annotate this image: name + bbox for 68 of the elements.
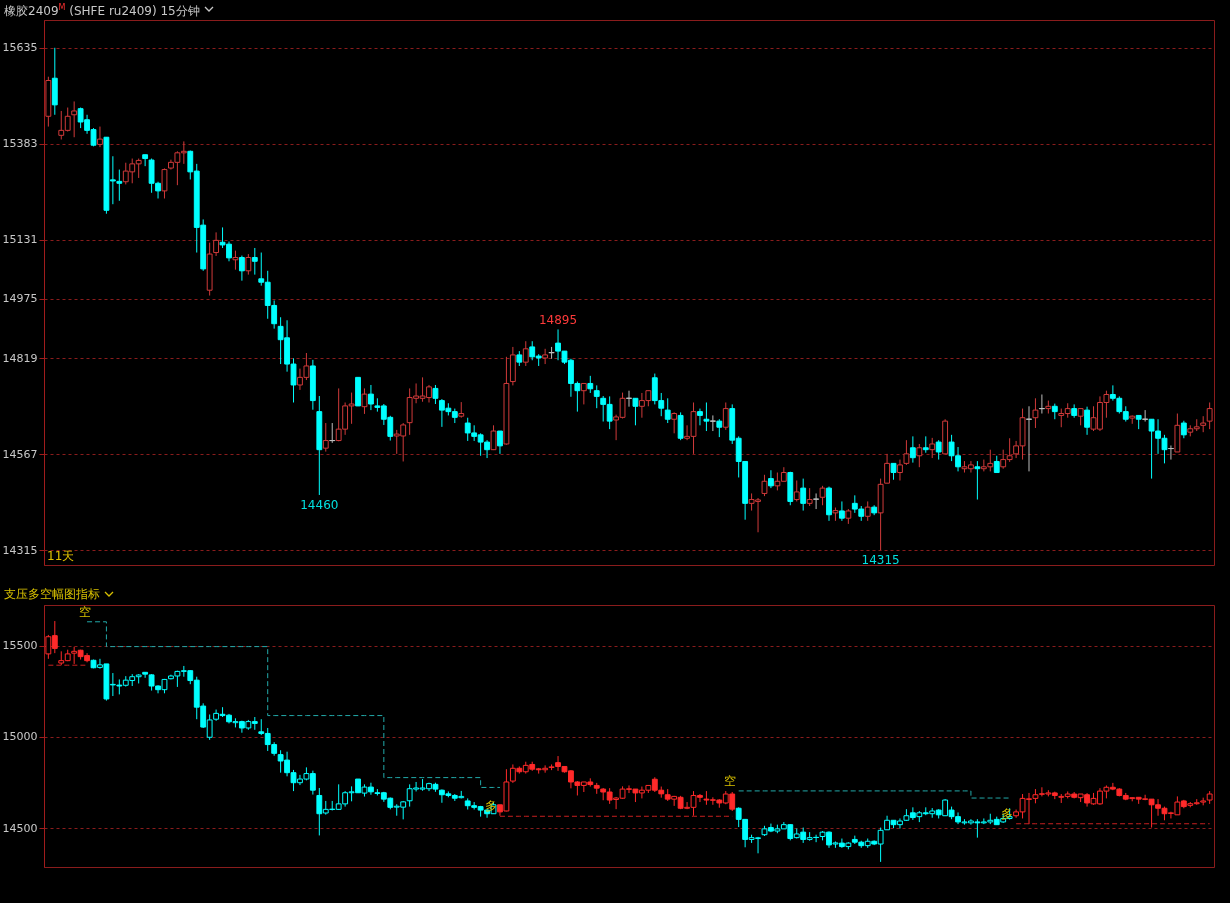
y-tick-label: 14500 bbox=[2, 821, 38, 835]
y-tick-label: 14975 bbox=[2, 292, 38, 306]
annotation: 11天 bbox=[47, 549, 75, 563]
candlestick bbox=[232, 250, 239, 271]
candlestick bbox=[593, 384, 600, 409]
y-tick-label: 15000 bbox=[2, 730, 38, 744]
candlestick bbox=[161, 167, 168, 199]
candlestick bbox=[245, 253, 252, 276]
candlestick bbox=[71, 100, 78, 138]
candlestick bbox=[1142, 409, 1149, 423]
chart-title: 支压多空幅图指标 bbox=[4, 586, 100, 603]
candlestick bbox=[329, 422, 336, 444]
candlestick bbox=[548, 346, 555, 360]
annotation: 14460 bbox=[300, 497, 339, 512]
candlestick bbox=[916, 443, 923, 468]
candlestick bbox=[929, 437, 936, 459]
candlestick bbox=[322, 422, 329, 453]
candlestick bbox=[838, 500, 845, 522]
y-tick-label: 14315 bbox=[2, 543, 38, 557]
data-label: 空 bbox=[723, 773, 736, 788]
candlestick bbox=[490, 424, 497, 451]
candlestick bbox=[697, 408, 703, 426]
candlestick bbox=[709, 414, 716, 432]
y-tick-label: 15383 bbox=[2, 137, 38, 151]
candlestick bbox=[768, 469, 774, 489]
candlestick bbox=[97, 126, 103, 148]
y-tick-label: 15635 bbox=[2, 41, 38, 55]
candlestick bbox=[1206, 401, 1213, 430]
candlestick bbox=[251, 247, 258, 276]
candlestick bbox=[761, 474, 768, 497]
y-tick-label: 15131 bbox=[2, 233, 38, 247]
candlestick bbox=[580, 382, 587, 405]
candlestick bbox=[974, 460, 981, 501]
candlestick bbox=[142, 154, 149, 167]
candlestick bbox=[497, 430, 503, 455]
candlestick bbox=[626, 390, 632, 408]
candlestick bbox=[664, 397, 671, 424]
y-tick-label: 15500 bbox=[2, 639, 38, 653]
annotation: 14315 bbox=[861, 553, 900, 568]
candlestick bbox=[819, 485, 826, 506]
y-tick-label: 14567 bbox=[2, 447, 38, 461]
candlestick bbox=[800, 478, 807, 512]
candlestick bbox=[213, 231, 220, 257]
data-label: 空 bbox=[78, 604, 91, 619]
candlestick bbox=[703, 401, 710, 432]
candlestick bbox=[897, 459, 903, 482]
candlestick bbox=[238, 255, 245, 282]
candlestick bbox=[903, 439, 910, 466]
candlestick bbox=[1084, 406, 1090, 436]
candlestick bbox=[361, 387, 368, 415]
candlestick bbox=[368, 384, 374, 411]
candlestick bbox=[432, 384, 439, 405]
candlestick bbox=[864, 500, 871, 522]
annotation: 14895 bbox=[538, 313, 578, 328]
candlestick bbox=[1026, 405, 1032, 472]
candlestick bbox=[522, 340, 529, 367]
candlestick bbox=[671, 411, 678, 434]
chart-title: 橡胶2409$^{M}$ (SHFE ru2409) 15分钟 bbox=[4, 1, 200, 20]
candlestick bbox=[677, 411, 684, 441]
candlestick bbox=[542, 348, 549, 365]
candlestick bbox=[1032, 397, 1039, 429]
candlestick bbox=[632, 397, 639, 426]
candlestick bbox=[909, 435, 916, 464]
candlestick bbox=[793, 480, 800, 502]
y-tick-label: 14819 bbox=[2, 351, 38, 365]
candlestick bbox=[722, 401, 729, 431]
candlestick bbox=[935, 439, 942, 461]
candlestick bbox=[884, 453, 890, 484]
